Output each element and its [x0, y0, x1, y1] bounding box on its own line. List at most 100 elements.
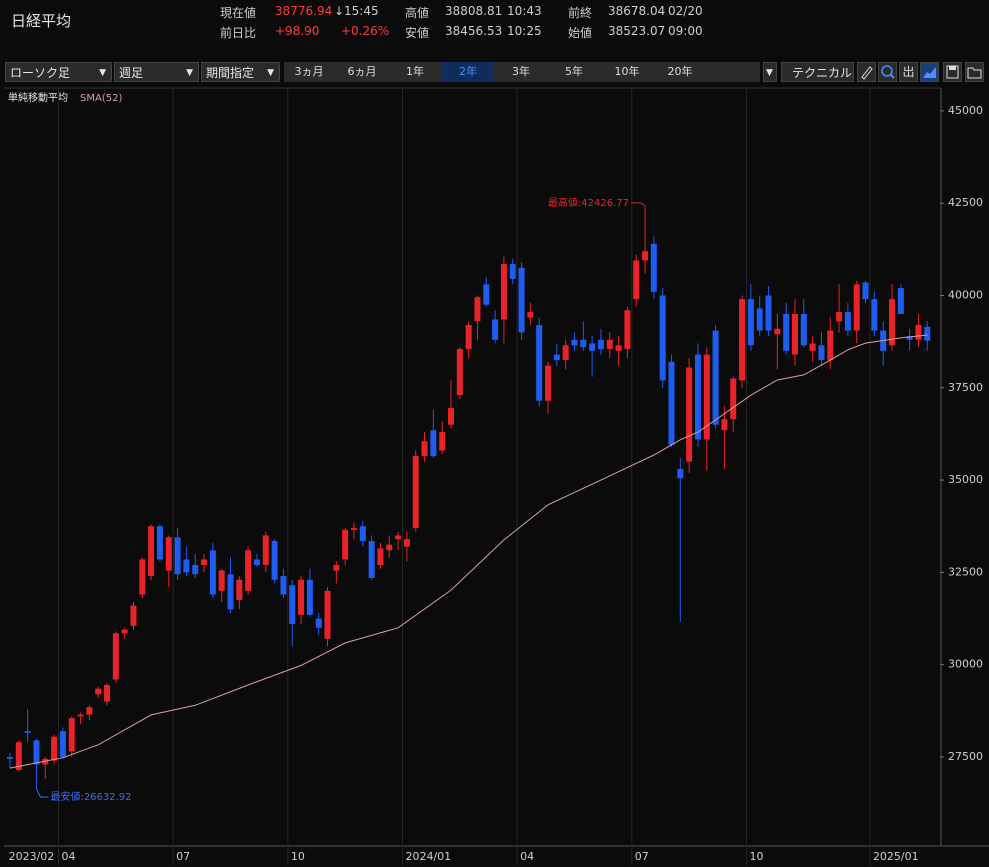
candle-body — [536, 325, 543, 401]
candle-body — [95, 688, 102, 695]
period-button[interactable]: 20年 — [667, 65, 693, 78]
dropdown[interactable]: ローソク足 ▼ — [5, 62, 112, 82]
candle-body — [889, 299, 895, 346]
candle-body — [130, 605, 137, 626]
candle-body — [500, 264, 507, 320]
candle-body — [430, 430, 437, 457]
candle-body — [236, 579, 243, 601]
candle-body — [209, 550, 216, 595]
candle-body — [86, 707, 93, 715]
candle-body — [571, 339, 578, 346]
dropdown-label: 期間指定 — [206, 66, 255, 80]
candle-body — [104, 684, 111, 702]
tool-icon[interactable] — [965, 62, 984, 82]
candle-body — [289, 585, 296, 625]
candle-body — [518, 267, 525, 333]
x-tick-label: 10 — [291, 850, 305, 863]
candle-body — [315, 618, 322, 628]
quote-cell: 前終 — [568, 6, 593, 20]
quote-cell: 02/20 — [668, 4, 703, 18]
candle-body — [456, 349, 463, 396]
icon — [967, 67, 982, 79]
candle-body — [148, 526, 155, 577]
candle-body — [739, 299, 746, 381]
quote-cell: 高値 — [405, 6, 430, 20]
quote-cell: 38678.04 — [608, 4, 666, 18]
period-button[interactable]: 10年 — [614, 65, 640, 78]
candle-body — [800, 313, 807, 346]
y-tick-label: 32500 — [948, 565, 983, 578]
candle-body — [474, 297, 481, 322]
annotation-leader — [631, 202, 646, 207]
dropdown-label: ローソク足 — [10, 66, 71, 80]
candle-body — [774, 328, 781, 335]
candle-body — [562, 345, 569, 361]
period-bar — [284, 62, 760, 82]
candle-body — [121, 629, 128, 634]
candle-body — [280, 576, 287, 595]
candle-body — [659, 295, 666, 381]
tool-icon[interactable] — [878, 62, 897, 82]
candle-body — [818, 345, 825, 361]
y-tick-label: 45000 — [948, 104, 983, 117]
x-tick-label: 2023/02 — [9, 850, 55, 863]
candle-body — [897, 288, 904, 314]
quote-cell: ↓ — [334, 4, 345, 18]
chart-bg — [0, 88, 989, 867]
legend-entry: SMA(52) — [80, 93, 122, 104]
tool-icon[interactable] — [857, 62, 876, 82]
candle-body — [836, 312, 843, 322]
tool-icon[interactable] — [943, 62, 962, 82]
y-tick-label: 35000 — [948, 473, 983, 486]
candle-body — [668, 361, 675, 446]
candle-body — [580, 339, 587, 348]
dropdown-arrow: ▼ — [186, 68, 193, 78]
candle-body — [492, 319, 499, 340]
quote-cell: +0.26% — [341, 24, 390, 38]
quote-cell: 38523.07 — [608, 24, 666, 38]
candle-body — [7, 756, 13, 759]
x-tick-label: 10 — [749, 850, 763, 863]
period-dropdown[interactable]: ▼ — [763, 62, 777, 82]
candle-body — [906, 336, 913, 340]
quote-cell: 現在値 — [220, 6, 257, 20]
candle-body — [448, 408, 454, 425]
icon — [881, 65, 895, 79]
candle-body — [853, 284, 860, 331]
candle-body — [350, 528, 357, 530]
candle-body — [68, 718, 75, 752]
dropdown[interactable]: 期間指定 ▼ — [201, 62, 280, 82]
candle-body — [809, 343, 816, 351]
period-button[interactable]: 6ヵ月 — [347, 65, 377, 78]
candle-body — [77, 714, 84, 717]
candle-body — [24, 731, 31, 733]
candle-body — [924, 326, 931, 341]
candle-body — [589, 343, 596, 351]
tool-icon[interactable] — [920, 62, 939, 82]
candle-body — [403, 539, 410, 547]
quote-cell: 38808.81 — [445, 4, 503, 18]
period-button[interactable]: 1年 — [406, 65, 424, 78]
dropdown[interactable]: 週足 ▼ — [114, 62, 199, 82]
quote-cell: 38776.94 — [275, 4, 333, 18]
period-button[interactable]: 3年 — [512, 65, 530, 78]
candle-body — [253, 559, 260, 566]
candle-body — [686, 367, 693, 462]
period-button[interactable]: 3ヵ月 — [294, 65, 324, 78]
tool-icon[interactable]: 出 — [899, 62, 918, 82]
y-tick-label: 40000 — [948, 288, 983, 301]
candle-body — [624, 310, 631, 350]
candle-body — [245, 550, 252, 591]
period-button[interactable]: 5年 — [565, 65, 583, 78]
annotation: 最高値:42426.77 — [548, 196, 629, 209]
candle-body — [192, 565, 199, 575]
candle-body — [359, 526, 366, 542]
candle-body — [395, 535, 402, 540]
technical-button[interactable]: テクニカル — [781, 62, 854, 82]
x-tick-label: 07 — [635, 850, 649, 863]
candle-body — [597, 339, 604, 350]
candle-body — [642, 251, 649, 261]
period-button[interactable]: 2年 — [442, 62, 494, 82]
dropdown-arrow: ▼ — [99, 68, 106, 78]
